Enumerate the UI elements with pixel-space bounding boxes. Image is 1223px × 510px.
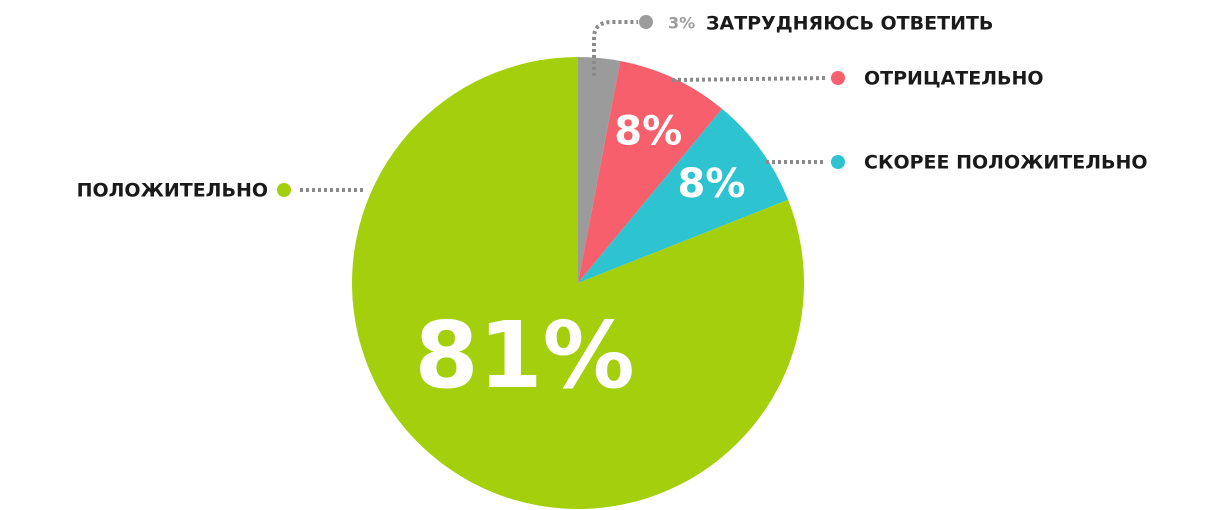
- legend-dot: [831, 71, 845, 85]
- legend-dot: [277, 183, 291, 197]
- pie-slice: [578, 108, 789, 283]
- leader-line: [671, 76, 827, 82]
- category-label: ПОЛОЖИТЕЛЬНО: [77, 180, 268, 202]
- category-label: ЗАТРУДНЯЮСЬ ОТВЕТИТЬ: [706, 13, 993, 35]
- legend-dot: [639, 15, 653, 29]
- category-label: СКОРЕЕ ПОЛОЖИТЕЛЬНО: [864, 152, 1148, 174]
- pie-slice: [351, 57, 804, 509]
- category-label: ОТРИЦАТЕЛЬНО: [864, 68, 1044, 90]
- legend-dot: [831, 155, 845, 169]
- data-label: 8%: [614, 109, 682, 155]
- pie-slice: [578, 61, 723, 283]
- leader-line: [592, 20, 638, 76]
- data-label: 8%: [678, 161, 746, 207]
- data-label: 3%: [668, 14, 695, 33]
- data-label: 81%: [415, 302, 635, 409]
- pie-slice: [578, 57, 621, 283]
